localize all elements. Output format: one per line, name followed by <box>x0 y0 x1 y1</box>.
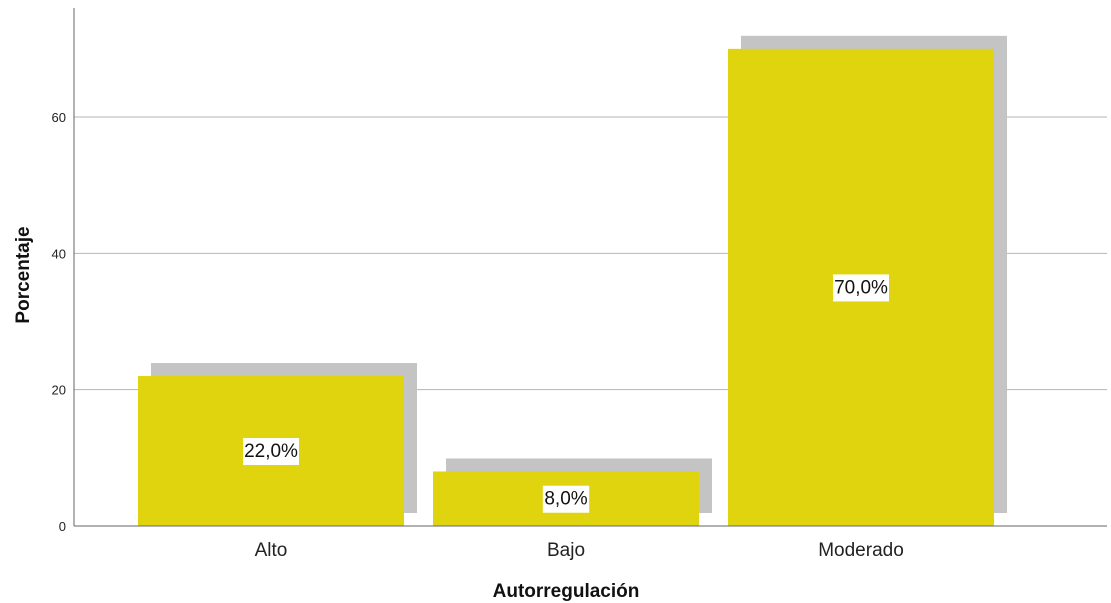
y-tick-label: 0 <box>59 519 66 534</box>
data-label-box <box>833 274 889 302</box>
x-tick-label: Moderado <box>818 540 904 561</box>
y-tick-label: 20 <box>52 383 66 398</box>
data-label: 8,0% <box>544 489 587 510</box>
data-labels: 22,0% 8,0% 70,0% <box>243 274 889 513</box>
data-label-box <box>542 485 590 513</box>
data-label: 22,0% <box>244 441 298 462</box>
x-tick-label: Bajo <box>547 540 585 561</box>
y-tick-label: 40 <box>52 246 66 261</box>
x-axis-title: Autorregulación <box>493 581 640 602</box>
data-label: 70,0% <box>834 277 888 298</box>
y-tick-labels: 0 20 40 60 <box>52 110 66 534</box>
x-tick-labels: Alto Bajo Moderado <box>255 540 904 561</box>
x-tick-label: Alto <box>255 540 288 561</box>
y-tick-label: 60 <box>52 110 66 125</box>
y-axis-title: Porcentaje <box>13 226 34 323</box>
data-label-box <box>243 438 299 466</box>
